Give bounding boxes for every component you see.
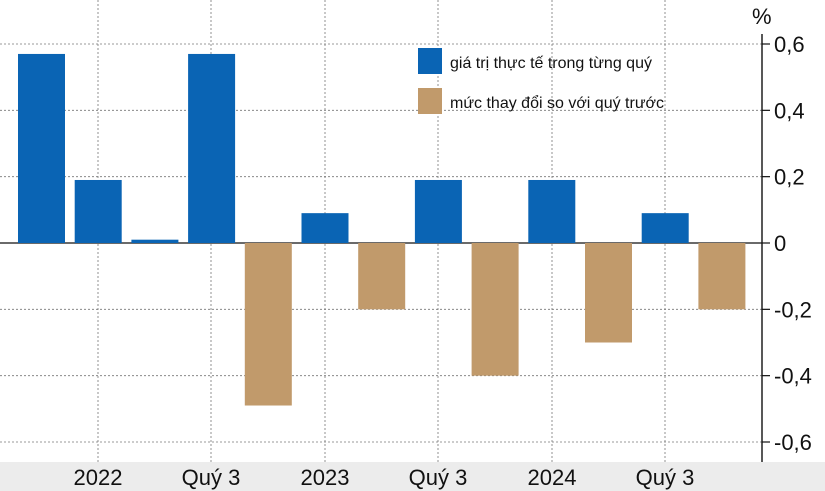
bar-change — [358, 243, 406, 310]
x-tick-label: Quý 3 — [182, 465, 241, 490]
legend-swatch-actual — [418, 48, 442, 74]
y-tick-label: -0,4 — [774, 364, 812, 389]
bar-actual — [528, 179, 576, 243]
bar-actual — [131, 239, 179, 243]
bar-actual — [301, 213, 349, 243]
bar-actual — [641, 213, 689, 243]
legend-label-actual: giá trị thực tế trong từng quý — [450, 55, 652, 72]
y-tick-label: 0,2 — [774, 165, 805, 190]
y-tick-label: 0 — [774, 231, 786, 256]
x-axis-labels: 2022 Quý 3 2023 Quý 3 2024 Quý 3 — [74, 465, 695, 490]
x-tick-label: Quý 3 — [636, 465, 695, 490]
y-tick-label: -0,6 — [774, 430, 812, 455]
legend-label-change: mức thay đổi so với quý trước — [450, 94, 664, 112]
y-unit-label: % — [752, 4, 772, 29]
bar-actual — [414, 179, 462, 243]
y-tick-label: 0,6 — [774, 32, 805, 57]
bar-actual — [74, 179, 122, 243]
x-tick-label: 2022 — [74, 465, 123, 490]
x-tick-label: 2023 — [301, 465, 350, 490]
y-tick-label: -0,2 — [774, 297, 812, 322]
bar-change — [585, 243, 632, 343]
legend-swatch-change — [418, 88, 442, 114]
bar-change — [244, 243, 292, 406]
x-tick-label: 2024 — [528, 465, 577, 490]
bar-change — [471, 243, 519, 376]
y-axis: 0,6 0,4 0,2 0 -0,2 -0,4 -0,6 — [761, 32, 812, 462]
legend: giá trị thực tế trong từng quý mức thay … — [418, 48, 664, 114]
bar-actual — [18, 53, 65, 244]
x-axis-band — [0, 462, 825, 491]
bar-change — [698, 243, 746, 310]
x-tick-label: Quý 3 — [409, 465, 468, 490]
y-tick-label: 0,4 — [774, 98, 805, 123]
bar-actual — [188, 53, 236, 244]
bars — [18, 53, 746, 406]
